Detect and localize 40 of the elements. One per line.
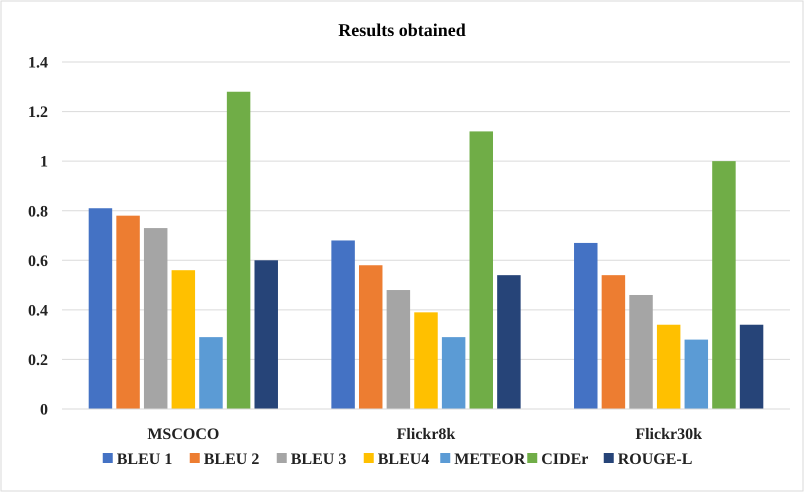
bar: [656, 324, 680, 409]
legend-label: BLEU 2: [204, 451, 260, 468]
bar: [116, 216, 140, 409]
bar: [88, 208, 112, 409]
x-tick-label: MSCOCO: [147, 426, 220, 443]
bar: [226, 92, 250, 409]
bar: [629, 294, 653, 409]
bar: [442, 337, 466, 409]
bar: [602, 275, 626, 409]
y-tick-label: 1: [40, 154, 48, 171]
bar: [172, 270, 196, 409]
legend-label: ROUGE-L: [618, 451, 692, 468]
y-tick-label: 0: [40, 402, 48, 419]
y-tick-label: 1.2: [28, 104, 48, 122]
bar: [712, 161, 736, 409]
y-tick-label: 0.2: [28, 352, 48, 370]
bar: [740, 324, 764, 409]
bar: [144, 228, 168, 409]
chart-title: Results obtained: [338, 20, 466, 40]
legend-label: BLEU 1: [116, 451, 172, 468]
y-tick-label: 1.4: [28, 54, 48, 72]
y-tick-label: 0.8: [28, 203, 48, 220]
bar: [358, 265, 382, 409]
y-tick-label: 0.4: [28, 302, 48, 320]
bar: [470, 131, 494, 409]
legend-label: METEOR: [454, 451, 526, 468]
bar: [497, 275, 521, 409]
bar: [331, 240, 355, 409]
legend-label: BLEU 3: [290, 451, 346, 468]
bar: [414, 312, 438, 409]
x-tick-label: Flickr8k: [396, 426, 456, 443]
bar: [199, 337, 223, 409]
legend-label: CIDEr: [541, 451, 588, 468]
y-tick-label: 0.6: [28, 252, 48, 270]
legend-label: BLEU4: [378, 451, 430, 468]
bar: [386, 290, 410, 409]
bar: [684, 340, 708, 409]
bar: [574, 242, 598, 409]
bar: [254, 260, 278, 409]
x-tick-label: Flickr30k: [635, 426, 702, 443]
